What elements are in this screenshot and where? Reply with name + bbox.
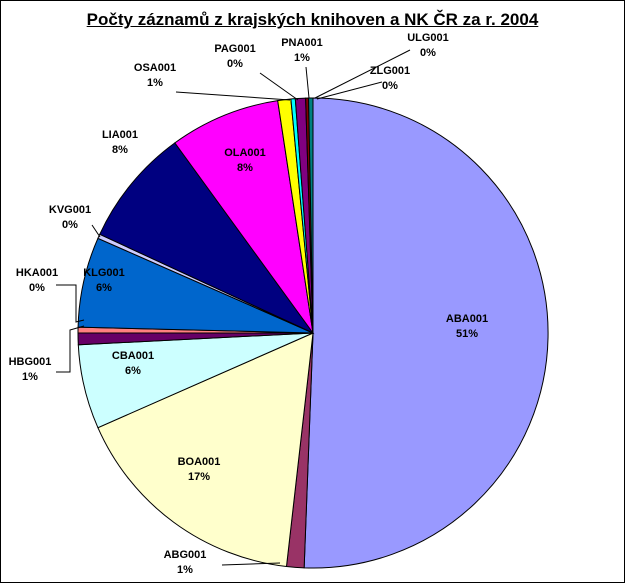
slice-label-hbg001: HBG001 1% bbox=[9, 356, 52, 383]
leader-line-hka001 bbox=[56, 284, 85, 323]
pie-slice-ola001 bbox=[174, 100, 314, 334]
slice-label-abg001: ABG001 1% bbox=[164, 549, 207, 576]
slice-label-pag001: PAG001 0% bbox=[214, 43, 255, 70]
leader-line-zlg001 bbox=[316, 81, 383, 100]
slice-label-zlg001: ZLG001 0% bbox=[370, 65, 410, 92]
slice-label-lia001: LIA001 8% bbox=[102, 129, 138, 156]
pie-slice-aba001 bbox=[303, 97, 549, 569]
leader-line-pna001 bbox=[305, 66, 310, 99]
slice-label-osa001: OSA001 1% bbox=[134, 62, 176, 89]
slice-label-hka001: HKA001 0% bbox=[16, 267, 58, 294]
leader-line-ulg001 bbox=[314, 49, 411, 99]
slice-label-klg001: KLG001 6% bbox=[83, 267, 125, 294]
slice-label-pna001: PNA001 1% bbox=[281, 37, 323, 64]
slice-label-boa001: BOA001 17% bbox=[178, 456, 221, 483]
leader-line-abg001 bbox=[221, 562, 281, 566]
slice-label-cba001: CBA001 6% bbox=[112, 350, 154, 377]
leader-line-osa001 bbox=[175, 91, 291, 101]
pie-slice-lia001 bbox=[99, 142, 315, 335]
slice-label-ulg001: ULG001 0% bbox=[407, 32, 449, 59]
chart-title: Počty záznamů z krajských knihoven a NK … bbox=[86, 10, 539, 29]
slice-label-ola001: OLA001 8% bbox=[224, 147, 266, 174]
leader-line-hbg001 bbox=[56, 325, 85, 373]
pie-slice-boa001 bbox=[97, 332, 314, 568]
leader-line-pag001 bbox=[259, 72, 299, 101]
slice-label-kvg001: KVG001 0% bbox=[49, 204, 91, 231]
leader-line-kvg001 bbox=[91, 224, 101, 238]
slice-label-aba001: ABA001 51% bbox=[446, 313, 488, 340]
